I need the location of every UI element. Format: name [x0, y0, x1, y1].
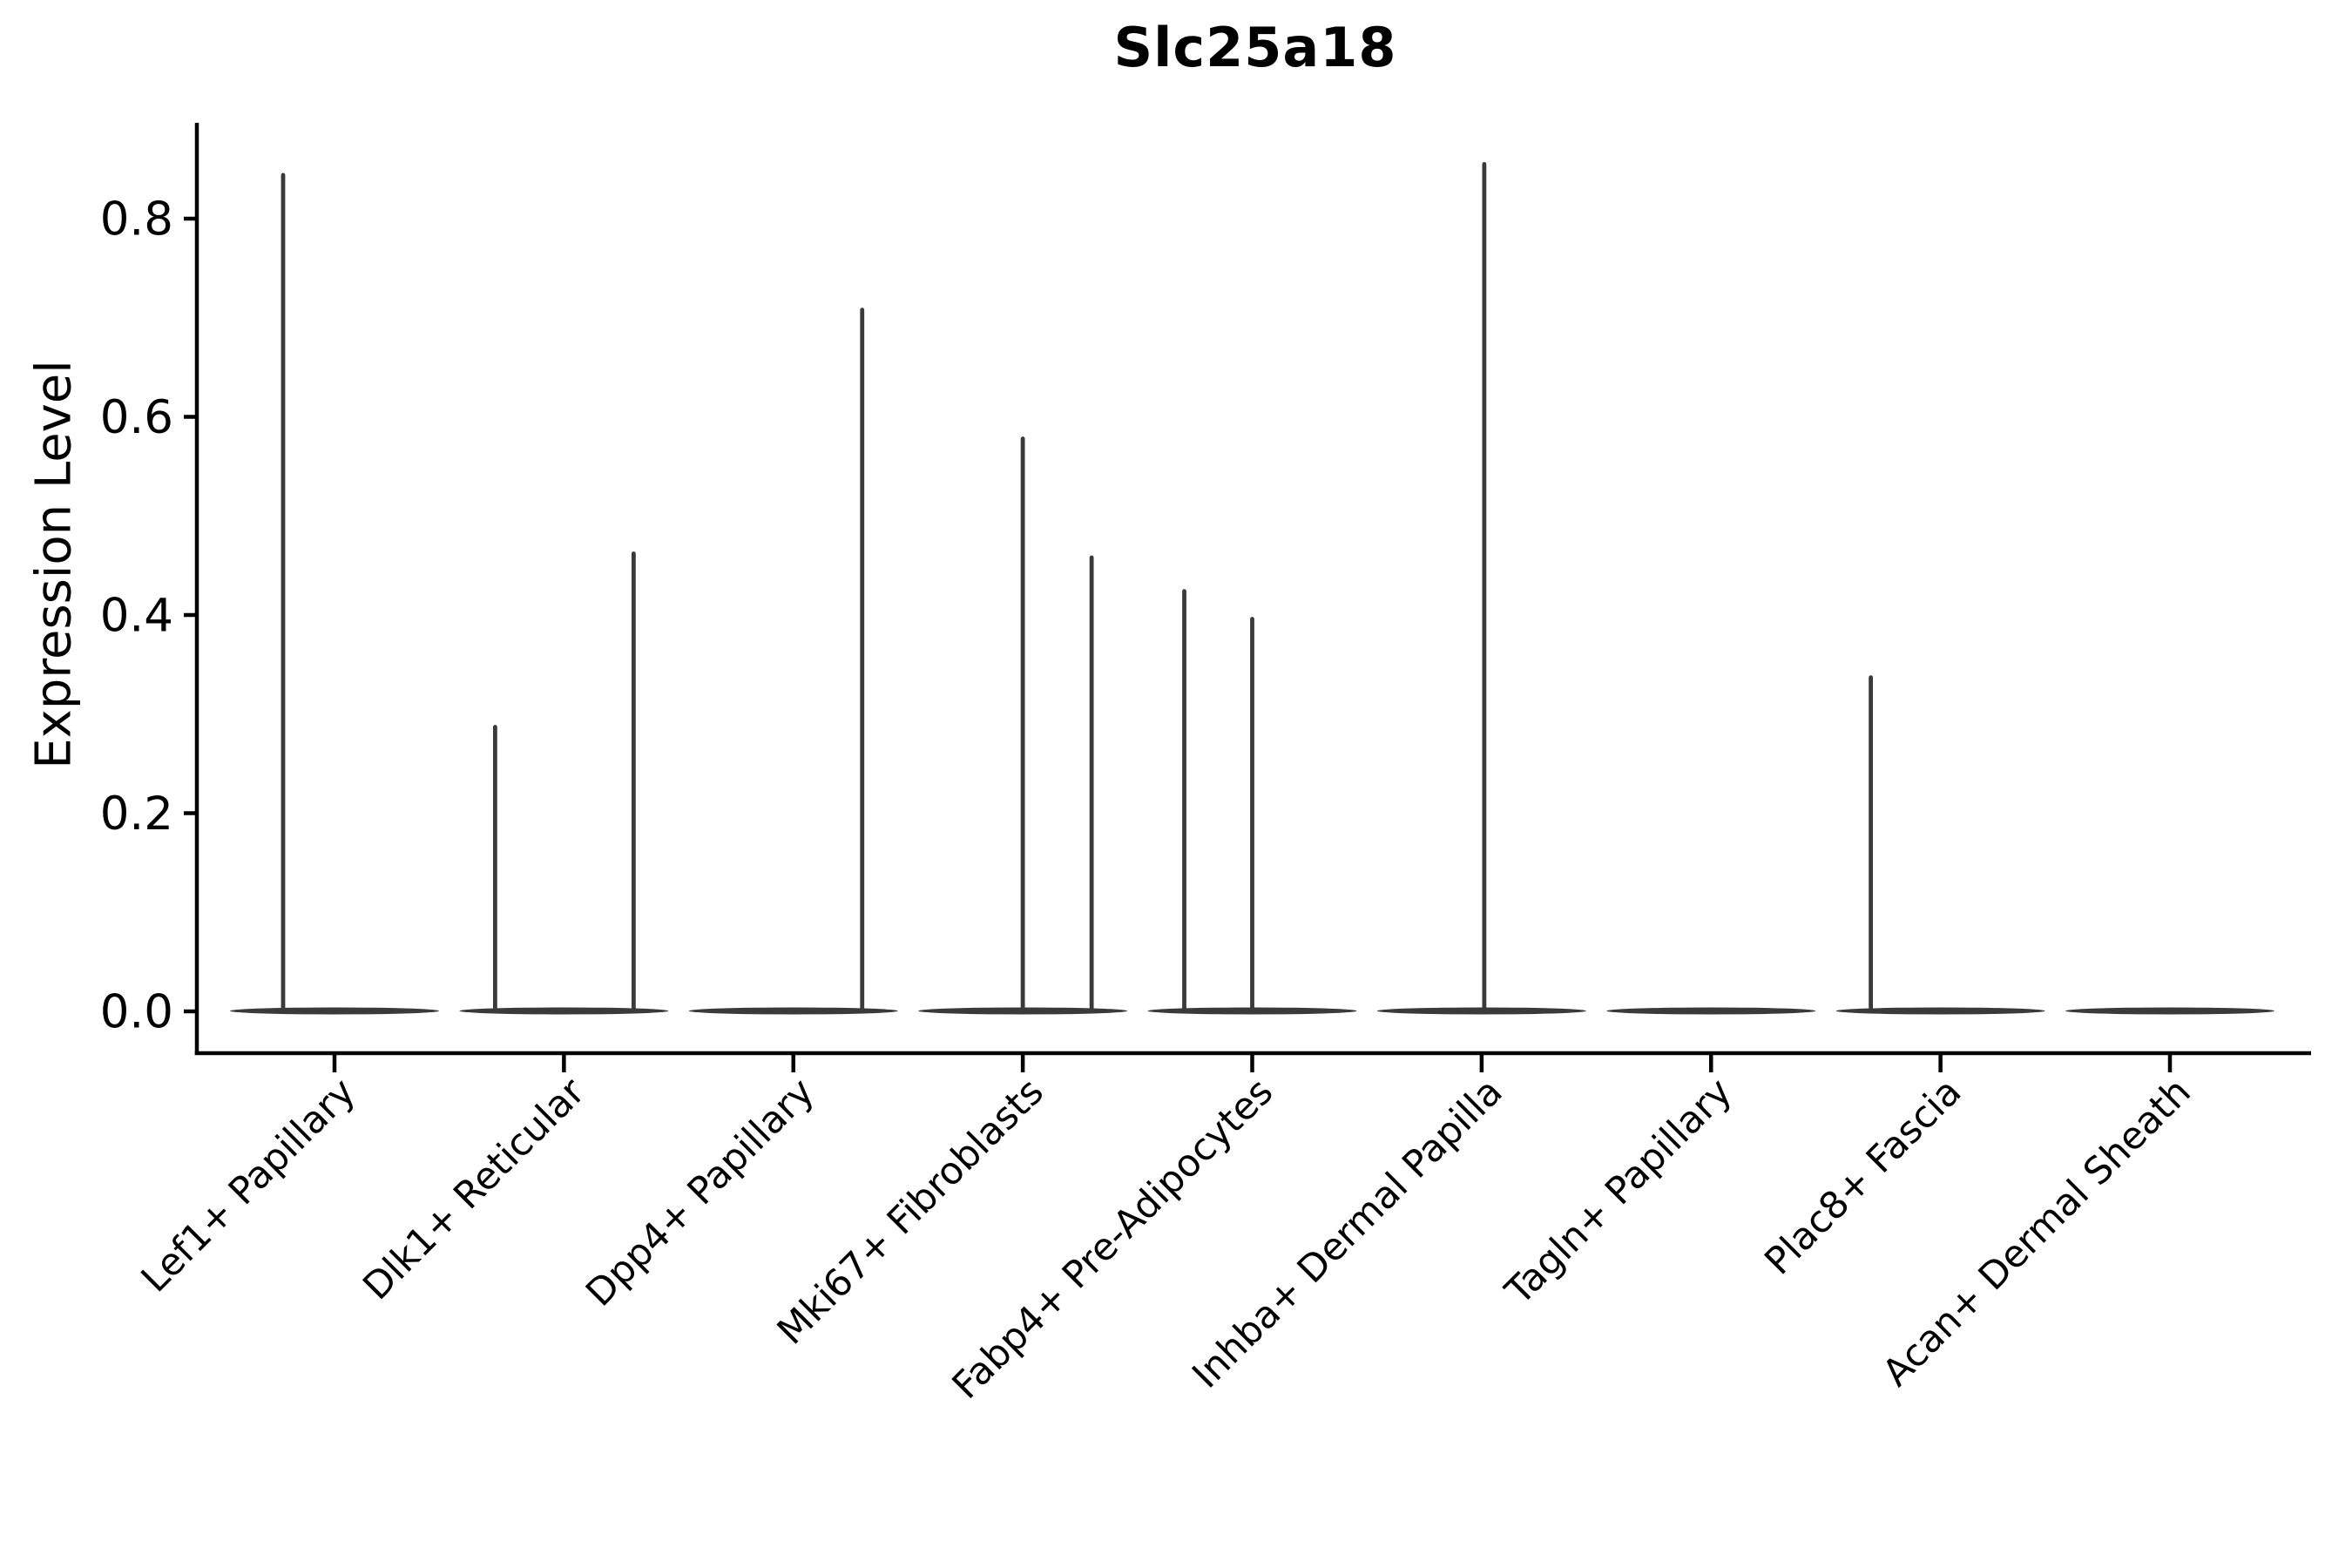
violin-body	[459, 1007, 669, 1015]
violin-spikes	[280, 162, 1874, 1011]
x-category-label: Dlk1+ Reticular	[355, 1070, 593, 1308]
y-tick-label: 0.4	[100, 590, 173, 643]
violin-bodies	[230, 1007, 2274, 1015]
figure-title: Slc25a18	[1113, 16, 1397, 79]
y-tick-label: 0.8	[100, 193, 173, 247]
y-axis-ticks: 0.0 0.2 0.4 0.6 0.8	[100, 193, 197, 1039]
violin-body	[1835, 1007, 2045, 1015]
violin-body	[1606, 1007, 1816, 1015]
x-category-label: Dpp4+ Papillary	[578, 1070, 822, 1315]
y-tick-label: 0.0	[100, 986, 173, 1039]
violin-body	[2065, 1007, 2274, 1015]
x-category-label: Plac8+ Fascia	[1756, 1070, 1970, 1283]
violin-body	[230, 1007, 439, 1015]
x-axis-ticks	[332, 1053, 2173, 1072]
violin-body	[1376, 1007, 1586, 1015]
x-category-label: Tagln+ Papillary	[1497, 1070, 1740, 1314]
violin-body	[688, 1007, 898, 1015]
x-category-label: Lef1+ Papillary	[133, 1070, 364, 1301]
y-tick-label: 0.6	[100, 391, 173, 444]
y-tick-label: 0.2	[100, 787, 173, 841]
